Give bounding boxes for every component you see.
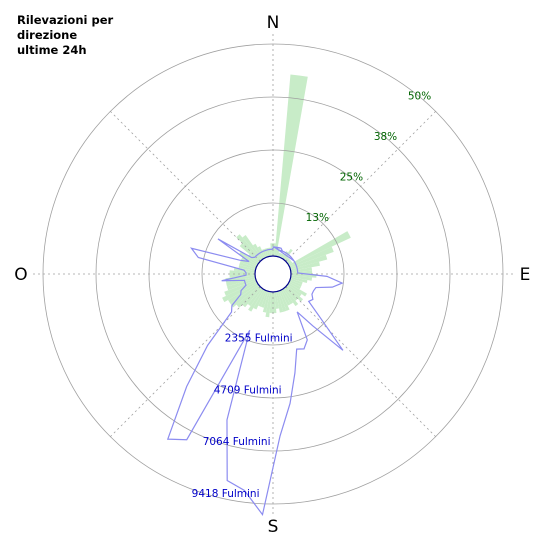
percent-bar-45 (236, 285, 261, 308)
percent-bar-1 (274, 74, 308, 257)
grid-spoke-135 (285, 286, 436, 437)
percent-bar-54 (229, 270, 256, 274)
percent-bar-19 (290, 275, 313, 281)
percent-bar-22 (289, 280, 302, 287)
percent-tick-label-1: 25% (340, 172, 363, 184)
percent-bar-28 (283, 287, 299, 307)
percent-bar-73 (274, 247, 278, 257)
percent-bar-81 (285, 258, 291, 263)
grid-ring-1 (201, 202, 345, 346)
percent-bar-40 (258, 290, 267, 307)
grid-ring-3 (95, 96, 451, 452)
count-tick-label-2: 7064 Fulmini (203, 436, 271, 448)
direction-label-west: O (14, 265, 27, 285)
percent-bar-25 (286, 284, 302, 297)
count-series-line (166, 238, 344, 517)
percent-bar-49 (224, 280, 257, 296)
percent-bar-27 (284, 286, 298, 301)
percent-bar-60 (239, 251, 259, 265)
percent-bar-14 (289, 254, 328, 270)
count-tick-label-0: 2355 Fulmini (225, 333, 293, 345)
percent-bar-80 (284, 256, 289, 262)
percent-bar-38 (262, 291, 270, 313)
chart-title-line-1: Rilevazioni per (17, 13, 114, 27)
grid-spoke-45 (285, 111, 436, 262)
percent-bar-31 (279, 290, 290, 311)
direction-label-east: E (520, 265, 531, 285)
percent-bar-41 (253, 289, 266, 310)
percent-bar-20 (290, 277, 308, 284)
count-tick-label-3: 9418 Fulmini (192, 488, 260, 500)
percent-bar-50 (226, 278, 257, 291)
percent-bar-15 (290, 261, 320, 271)
percent-bar-34 (274, 291, 280, 309)
percent-bar-23 (288, 281, 301, 290)
percent-bar-36 (269, 291, 273, 314)
grid-spoke-225 (110, 286, 261, 437)
direction-label-south: S (268, 517, 279, 537)
percent-bar-13 (289, 246, 334, 268)
percent-bar-32 (277, 290, 287, 312)
percent-bar-82 (286, 259, 292, 264)
direction-label-north: N (267, 13, 280, 33)
percent-bar-83 (287, 261, 293, 265)
percent-bar-35 (273, 291, 277, 314)
percent-bar-42 (248, 288, 264, 312)
chart-title-line-2: direzione (17, 28, 78, 42)
center-circle (254, 255, 292, 293)
percent-bar-47 (228, 283, 259, 304)
grid-spoke-315 (110, 111, 261, 262)
percent-bar-24 (287, 283, 307, 297)
percent-bar-29 (282, 288, 294, 305)
percent-bar-57 (239, 262, 257, 270)
percent-bar-77 (280, 253, 285, 259)
percent-bar-51 (226, 277, 256, 287)
chart-title-line-3: ultime 24h (17, 43, 87, 57)
percent-bar-43 (247, 287, 263, 307)
percent-bar-75 (277, 252, 281, 258)
percent-bar-48 (222, 281, 258, 303)
percent-bar-39 (261, 290, 269, 308)
percent-bar-16 (290, 267, 313, 273)
percent-bar-37 (265, 291, 272, 318)
percent-tick-label-3: 50% (408, 90, 431, 102)
percent-bar-33 (276, 291, 284, 313)
percent-bar-65 (252, 243, 264, 260)
percent-bar-26 (285, 285, 304, 302)
percent-bar-76 (279, 253, 283, 258)
percent-bar-46 (230, 284, 260, 308)
percent-bar-30 (280, 289, 291, 306)
percent-bar-56 (238, 264, 256, 271)
count-tick-label-1: 4709 Fulmini (214, 384, 282, 396)
percent-bar-17 (290, 270, 313, 274)
percent-bar-21 (289, 278, 303, 285)
percent-bar-63 (236, 234, 262, 262)
percent-bar-44 (242, 286, 262, 308)
percent-tick-label-0: 13% (306, 212, 329, 224)
percent-tick-label-2: 38% (374, 131, 397, 143)
